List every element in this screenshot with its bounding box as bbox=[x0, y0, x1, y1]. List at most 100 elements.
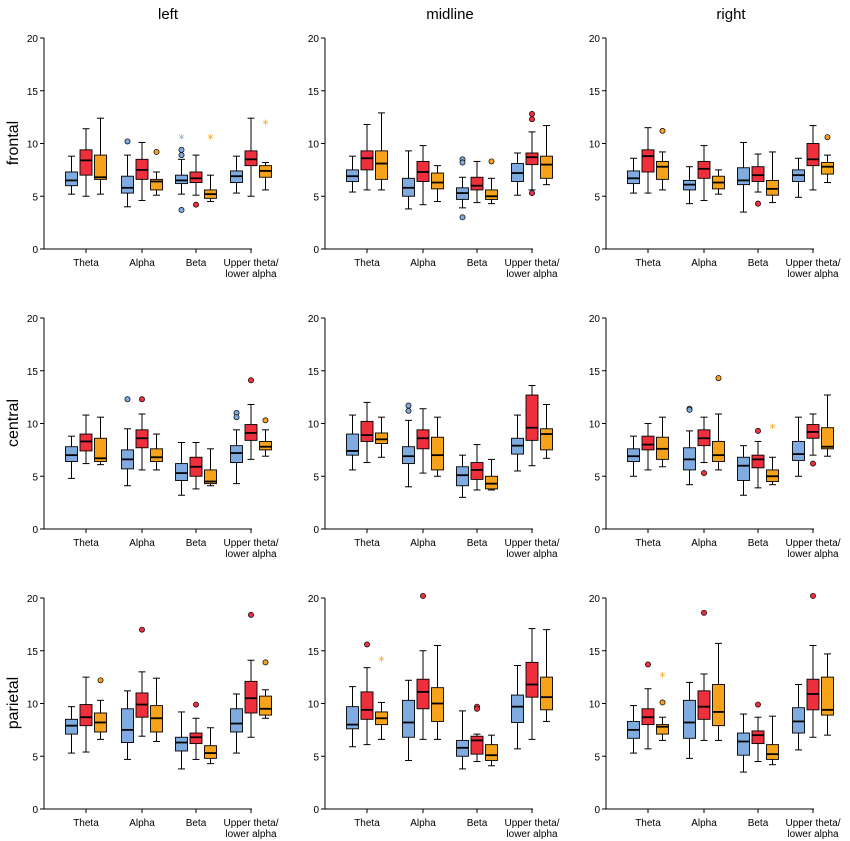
iqr-box bbox=[525, 152, 539, 166]
box-theta-group-orange bbox=[375, 112, 388, 191]
extreme-point: * bbox=[770, 422, 776, 436]
iqr-box bbox=[540, 676, 553, 711]
box-beta-group-blue bbox=[175, 441, 188, 496]
x-tick-label-line: Alpha bbox=[691, 258, 717, 269]
box-theta-group-orange bbox=[656, 127, 669, 191]
outlier-point bbox=[715, 375, 722, 382]
iqr-box bbox=[683, 699, 696, 739]
x-tick-label-line: Beta bbox=[186, 818, 207, 829]
outlier-point bbox=[262, 417, 269, 424]
x-tick-label-line: Alpha bbox=[129, 258, 155, 269]
x-tick-label-theta: Theta bbox=[73, 538, 99, 549]
box-beta-group-blue bbox=[737, 713, 750, 773]
x-tick-label-line: Theta bbox=[73, 538, 99, 549]
outlier-point bbox=[701, 609, 707, 616]
iqr-box bbox=[456, 466, 469, 487]
x-tick-label-theta: Theta bbox=[354, 538, 380, 549]
box-theta-group-red bbox=[360, 401, 374, 464]
iqr-box bbox=[737, 732, 750, 756]
outlier-point bbox=[810, 592, 816, 599]
iqr-box bbox=[737, 167, 750, 186]
box-upper-theta-lower-alpha-group-blue bbox=[230, 693, 243, 754]
iqr-box bbox=[470, 176, 484, 191]
iqr-box bbox=[204, 745, 217, 759]
x-tick-label-line: Alpha bbox=[691, 818, 717, 829]
extreme-point: * bbox=[660, 670, 666, 684]
iqr-box bbox=[470, 462, 484, 480]
box-upper-theta-lower-alpha-group-orange bbox=[540, 125, 553, 186]
box-alpha-group-red bbox=[697, 609, 711, 741]
box-theta-group-red bbox=[641, 661, 655, 750]
outlier-point bbox=[645, 661, 651, 668]
iqr-box bbox=[540, 155, 553, 179]
outlier-point bbox=[459, 214, 466, 221]
column-title-left: left bbox=[157, 6, 178, 23]
box-theta-group-blue bbox=[627, 435, 640, 477]
outlier-point bbox=[755, 427, 761, 434]
x-tick-label-line: lower alpha bbox=[225, 269, 277, 280]
box-alpha-group-orange bbox=[150, 433, 163, 471]
box-upper-theta-lower-alpha-group-red bbox=[525, 111, 539, 197]
iqr-box bbox=[511, 694, 524, 723]
box-beta-group-blue bbox=[456, 454, 469, 498]
x-tick-label-upper-theta-lower-alpha: Upper theta/lower alpha bbox=[223, 538, 278, 560]
box-alpha-group-blue bbox=[402, 679, 415, 761]
x-tick-label-line: lower alpha bbox=[787, 269, 839, 280]
iqr-box bbox=[525, 661, 539, 698]
iqr-box bbox=[360, 420, 374, 442]
x-tick-label-theta: Theta bbox=[73, 258, 99, 269]
outlier-point bbox=[529, 111, 535, 117]
iqr-box bbox=[360, 150, 374, 171]
x-tick-label-line: Beta bbox=[467, 258, 488, 269]
y-tick-label: 0 bbox=[313, 245, 319, 256]
x-tick-label-beta: Beta bbox=[748, 538, 769, 549]
x-tick-label-line: lower alpha bbox=[787, 829, 839, 840]
box-alpha-group-orange bbox=[150, 148, 163, 196]
outlier-point bbox=[755, 200, 761, 207]
box-alpha-group-red bbox=[135, 396, 149, 471]
x-tick-label-line: Theta bbox=[635, 818, 661, 829]
iqr-box bbox=[656, 160, 669, 180]
x-tick-label-theta: Theta bbox=[635, 258, 661, 269]
y-tick-label: 10 bbox=[27, 140, 39, 151]
x-tick-label-line: lower alpha bbox=[225, 829, 277, 840]
outlier-point bbox=[659, 699, 666, 706]
panel-central-left: 0 5 10 15 20 Theta Alpha Beta Upper theta/lower … bbox=[27, 314, 279, 560]
box-upper-theta-lower-alpha-group-orange bbox=[821, 394, 834, 457]
x-tick-label-beta: Beta bbox=[748, 818, 769, 829]
x-tick-label-theta: Theta bbox=[635, 818, 661, 829]
x-tick-label-line: Upper theta/ bbox=[785, 258, 840, 269]
x-tick-label-upper-theta-lower-alpha: Upper theta/lower alpha bbox=[504, 538, 559, 560]
box-alpha-group-red bbox=[697, 416, 711, 477]
panel-parietal-right: 0 5 10 15 20 Theta * Alpha Beta Upper theta/lower… bbox=[589, 592, 841, 840]
iqr-box bbox=[175, 463, 188, 481]
iqr-box bbox=[627, 170, 640, 185]
y-tick-label: 5 bbox=[594, 752, 600, 763]
x-tick-label-beta: Beta bbox=[467, 538, 488, 549]
outlier-point bbox=[139, 626, 145, 633]
iqr-box bbox=[259, 440, 272, 451]
x-tick-label-line: Upper theta/ bbox=[223, 258, 278, 269]
x-tick-label-line: lower alpha bbox=[506, 549, 558, 560]
box-theta-group-red bbox=[641, 127, 655, 194]
x-tick-label-line: lower alpha bbox=[787, 549, 839, 560]
y-tick-label: 5 bbox=[313, 192, 319, 203]
box-upper-theta-lower-alpha-group-blue bbox=[792, 157, 805, 198]
outlier-point bbox=[193, 701, 199, 708]
outlier-point bbox=[824, 134, 831, 141]
box-upper-theta-lower-alpha-group-orange bbox=[821, 653, 834, 736]
box-theta-group-blue bbox=[627, 157, 640, 194]
box-beta-group-blue bbox=[737, 445, 750, 496]
x-tick-label-line: Beta bbox=[748, 258, 769, 269]
panel-central-midline: 0 5 10 15 20 Theta Alpha Beta Upper theta/lower … bbox=[308, 314, 560, 560]
x-tick-label-line: Upper theta/ bbox=[223, 818, 278, 829]
x-tick-label-line: Beta bbox=[467, 538, 488, 549]
iqr-box bbox=[204, 469, 217, 485]
box-alpha-group-orange bbox=[150, 677, 163, 742]
panel-frontal-midline: 0 5 10 15 20 Theta Alpha Beta Upper theta/lower … bbox=[308, 34, 560, 280]
box-alpha-group-orange bbox=[712, 169, 725, 195]
iqr-box bbox=[94, 437, 107, 462]
iqr-box bbox=[175, 736, 188, 752]
outlier-point bbox=[474, 705, 480, 712]
x-tick-label-line: Alpha bbox=[691, 538, 717, 549]
